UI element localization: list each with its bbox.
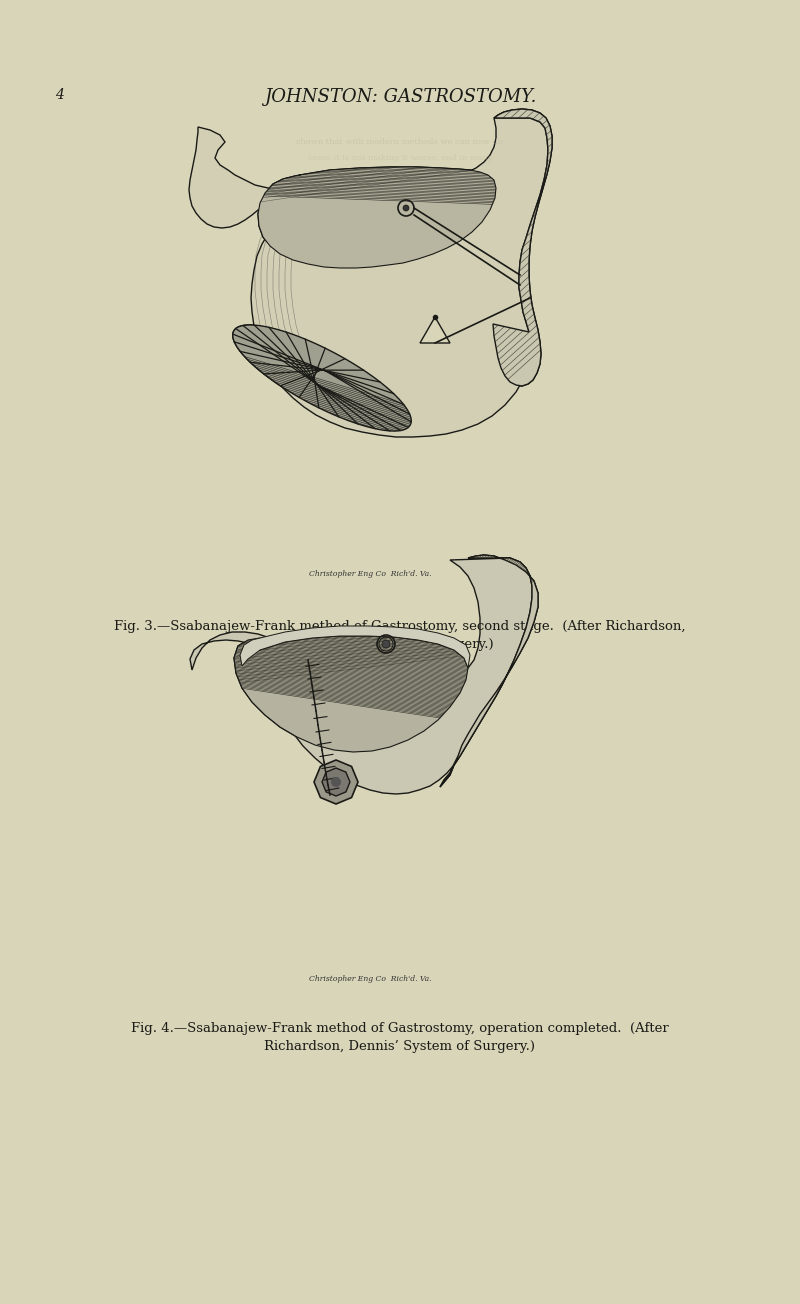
Polygon shape <box>258 167 496 269</box>
Text: Fig. 3.—Ssabanajew-Frank method of Gastrostomy, second stage.  (After Richardson: Fig. 3.—Ssabanajew-Frank method of Gastr… <box>114 619 686 632</box>
Text: shown that with modern methods we can now do: shown that with modern methods we can no… <box>297 138 503 146</box>
Circle shape <box>403 205 409 211</box>
Text: Christopher Eng Co  Rich'd. Va.: Christopher Eng Co Rich'd. Va. <box>309 975 431 983</box>
Polygon shape <box>440 556 538 788</box>
Polygon shape <box>190 558 532 794</box>
PathPatch shape <box>258 167 496 269</box>
Text: cases it is not making it worse, and in many: cases it is not making it worse, and in … <box>308 154 492 162</box>
Text: Christopher Eng Co  Rich'd. Va.: Christopher Eng Co Rich'd. Va. <box>309 570 431 578</box>
Polygon shape <box>234 636 468 752</box>
PathPatch shape <box>440 556 538 788</box>
Polygon shape <box>240 626 470 668</box>
PathPatch shape <box>233 325 411 432</box>
Polygon shape <box>189 117 548 437</box>
Text: JOHNSTON: GASTROSTOMY.: JOHNSTON: GASTROSTOMY. <box>264 87 536 106</box>
Text: 4: 4 <box>55 87 64 102</box>
PathPatch shape <box>234 636 468 752</box>
Text: Fig. 4.—Ssabanajew-Frank method of Gastrostomy, operation completed.  (After: Fig. 4.—Ssabanajew-Frank method of Gastr… <box>131 1022 669 1035</box>
Polygon shape <box>314 760 358 805</box>
Text: Dennis’ System of Surgery.): Dennis’ System of Surgery.) <box>306 638 494 651</box>
Polygon shape <box>493 110 552 386</box>
Polygon shape <box>420 317 450 343</box>
Polygon shape <box>322 768 350 795</box>
Text: Richardson, Dennis’ System of Surgery.): Richardson, Dennis’ System of Surgery.) <box>265 1041 535 1054</box>
Polygon shape <box>233 325 411 432</box>
Circle shape <box>382 640 390 648</box>
Circle shape <box>331 777 341 788</box>
PathPatch shape <box>493 110 552 386</box>
